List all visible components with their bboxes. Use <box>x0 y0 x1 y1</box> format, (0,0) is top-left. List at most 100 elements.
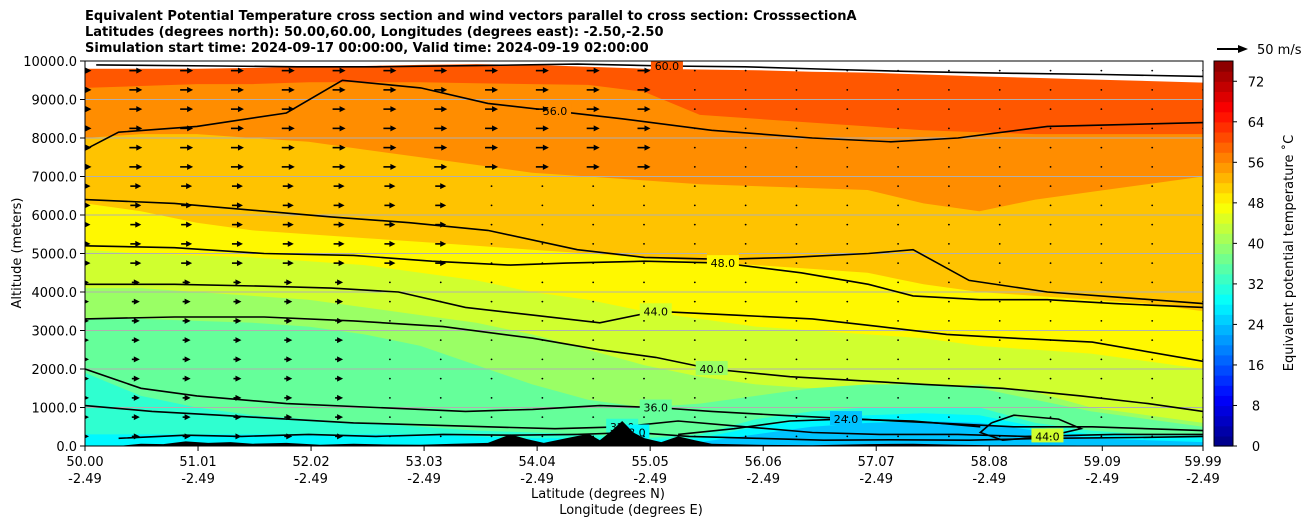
wind-vector-head <box>644 67 651 74</box>
x-tick-label-lat: 59.09 <box>1084 455 1121 470</box>
wind-vector <box>948 416 950 419</box>
wind-vector <box>541 396 544 399</box>
x-tick-label-lon: -2.49 <box>520 472 554 487</box>
wind-vector <box>897 146 899 149</box>
x-tick-label-lon: -2.49 <box>181 472 215 487</box>
wind-vector <box>541 262 544 265</box>
wind-vector-head <box>186 240 193 247</box>
wind-vector-head <box>542 86 549 93</box>
colorbar-segment <box>1214 182 1233 194</box>
wind-vector-head <box>644 163 651 170</box>
contour-label: 40.0 <box>699 363 724 376</box>
chart-title-line-3: Simulation start time: 2024-09-17 00:00:… <box>85 41 649 56</box>
wind-vector-head <box>286 317 293 324</box>
wind-vector <box>1049 262 1052 265</box>
wind-vector-head <box>85 376 89 381</box>
wind-vector <box>439 300 442 303</box>
wind-vector-head <box>593 125 600 132</box>
contour-label-bg <box>1031 428 1064 443</box>
wind-vector-head <box>136 86 143 93</box>
colorbar-segment <box>1214 263 1233 275</box>
wind-vector-head <box>492 106 499 113</box>
wind-vector-head <box>286 279 293 286</box>
wind-vector <box>693 127 696 130</box>
wind-vector-head <box>136 67 143 74</box>
colorbar-segment <box>1214 354 1233 366</box>
wind-vector-head <box>133 394 140 401</box>
colorbar-segment <box>1214 415 1233 427</box>
wind-vector <box>897 319 899 322</box>
colorbar-segment <box>1214 304 1233 315</box>
wind-vector-head <box>492 144 499 151</box>
wind-vector-head <box>85 125 92 132</box>
wind-vector-head <box>492 163 499 170</box>
wind-vector-head <box>135 240 142 247</box>
y-tick-label: 5000.0 <box>32 248 78 263</box>
wind-vector <box>897 108 899 111</box>
wind-vector-head <box>287 202 294 209</box>
wind-vector <box>439 435 442 438</box>
wind-vector <box>846 281 849 284</box>
wind-vector <box>490 300 493 303</box>
wind-vector <box>846 416 849 419</box>
wind-vector <box>1100 281 1103 284</box>
wind-vector <box>1151 127 1154 130</box>
wind-vector <box>1151 435 1154 438</box>
wind-vector-head <box>235 279 242 286</box>
wind-vector-head <box>85 221 91 228</box>
wind-vector-head <box>288 106 295 113</box>
wind-vector-head <box>542 163 549 170</box>
colorbar-segment <box>1214 243 1233 255</box>
wind-vector <box>948 242 950 245</box>
wind-vector <box>998 127 1001 130</box>
wind-vector <box>1049 223 1052 226</box>
wind-vector <box>1100 165 1103 168</box>
wind-vector-head <box>286 414 293 421</box>
wind-vector-head <box>133 356 140 363</box>
wind-vector <box>693 223 696 226</box>
contour-label-bg <box>830 411 863 426</box>
wind-vector-head <box>184 356 191 363</box>
wind-vector-head <box>187 67 194 74</box>
wind-vector <box>948 300 950 303</box>
wind-vector <box>490 262 493 265</box>
wind-vector <box>998 300 1001 303</box>
wind-vector-head <box>236 221 243 228</box>
colorbar-tick-label: 8 <box>1252 399 1260 414</box>
wind-vector <box>1049 281 1052 284</box>
wind-vector <box>948 281 950 284</box>
contour-line-44.0 <box>85 283 1203 363</box>
wind-vector-head <box>133 317 140 324</box>
wind-vector <box>1049 319 1052 322</box>
contour-lines: 60.056.052.048.044.040.036.032.028.024.0… <box>85 61 1203 443</box>
colorbar-tick-label: 56 <box>1248 156 1265 171</box>
x-tick-label-lon: -2.49 <box>294 472 328 487</box>
wind-vector-head <box>492 86 499 93</box>
contour-label: 36.0 <box>644 402 669 415</box>
wind-vector-head <box>286 337 293 344</box>
wind-vector-head <box>287 260 294 267</box>
wind-vector-head <box>593 106 600 113</box>
wind-vector-head <box>135 202 142 209</box>
wind-vector-head <box>186 202 193 209</box>
wind-vector <box>693 435 696 438</box>
wind-vector <box>490 435 493 438</box>
y-tick-label: 7000.0 <box>32 171 78 186</box>
wind-vector <box>592 204 595 207</box>
wind-vector <box>744 377 747 380</box>
wind-vector-head <box>339 125 346 132</box>
wind-vector-head <box>288 163 295 170</box>
wind-vector <box>389 377 391 380</box>
wind-vector <box>541 223 544 226</box>
wind-vector <box>1100 146 1103 149</box>
wind-vector-head <box>542 125 549 132</box>
wind-vector <box>998 319 1001 322</box>
chart-title-line-2: Latitudes (degrees north): 50.00,60.00, … <box>85 25 664 40</box>
wind-vector-head <box>389 183 396 190</box>
wind-vector <box>744 88 747 91</box>
wind-vector <box>1100 204 1103 207</box>
wind-vector <box>1151 165 1154 168</box>
wind-vector-head <box>286 433 293 440</box>
colorbar-tick-label: 24 <box>1248 318 1265 333</box>
